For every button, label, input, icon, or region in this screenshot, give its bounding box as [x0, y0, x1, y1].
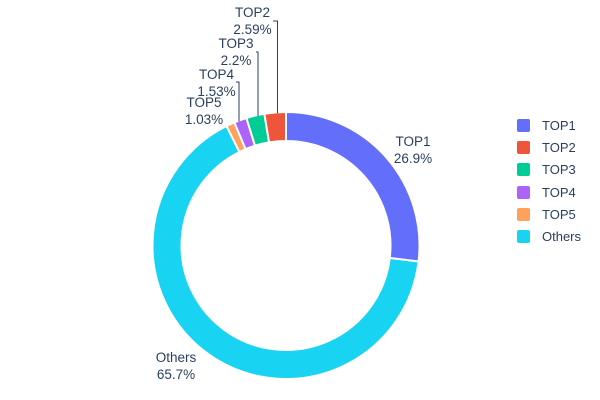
legend-swatch-top5: [517, 207, 530, 221]
slice-label-name: TOP5: [186, 95, 221, 110]
leader-line-top2: [273, 20, 278, 114]
slice-label-top3: TOP3 2.2%: [218, 36, 253, 68]
legend-swatch-top2: [517, 140, 530, 154]
slice-label-name: TOP3: [218, 36, 253, 51]
slice-label-percent: 2.2%: [221, 53, 252, 68]
slice-label-name: TOP2: [235, 5, 270, 20]
slice-label-top1: TOP1 26.9%: [394, 134, 432, 166]
legend-swatch-top4: [517, 185, 530, 199]
pie-slice-top2[interactable]: [263, 110, 287, 144]
slice-label-top5: TOP5 1.03%: [185, 95, 223, 127]
leader-line-top3: [256, 51, 259, 116]
legend-item-label: Others: [542, 229, 582, 245]
legend-item-label: TOP3: [542, 162, 576, 178]
chart-legend: TOP1 TOP2 TOP3 TOP4 TOP5 Others: [517, 114, 581, 248]
legend-item-label: TOP4: [542, 184, 576, 200]
legend-item-top2[interactable]: TOP2: [517, 136, 581, 158]
slice-label-top2: TOP2 2.59%: [233, 5, 271, 37]
leader-line-top4: [236, 81, 240, 122]
slice-label-name: TOP4: [199, 67, 235, 82]
legend-swatch-top3: [517, 163, 530, 177]
slice-label-percent: 65.7%: [157, 367, 195, 382]
slice-label-percent: 26.9%: [394, 151, 432, 166]
legend-swatch-top1: [517, 118, 530, 132]
legend-swatch-others: [517, 230, 530, 244]
slice-label-percent: 2.59%: [233, 22, 271, 37]
pie-slice-others[interactable]: [151, 124, 420, 380]
slice-label-name: TOP1: [395, 134, 430, 149]
legend-item-label: TOP2: [542, 139, 576, 155]
legend-item-top1[interactable]: TOP1: [517, 114, 581, 136]
legend-item-top3[interactable]: TOP3: [517, 159, 581, 181]
legend-item-label: TOP5: [542, 206, 576, 222]
slice-label-name: Others: [156, 350, 197, 365]
legend-item-top5[interactable]: TOP5: [517, 203, 581, 225]
legend-item-others[interactable]: Others: [517, 225, 581, 247]
legend-item-top4[interactable]: TOP4: [517, 181, 581, 203]
legend-item-label: TOP1: [542, 117, 576, 133]
slice-label-others: Others 65.7%: [156, 350, 197, 382]
slice-label-percent: 1.03%: [185, 112, 223, 127]
slice-label-percent: 1.53%: [197, 84, 235, 99]
slice-label-top4: TOP4 1.53%: [197, 67, 235, 99]
